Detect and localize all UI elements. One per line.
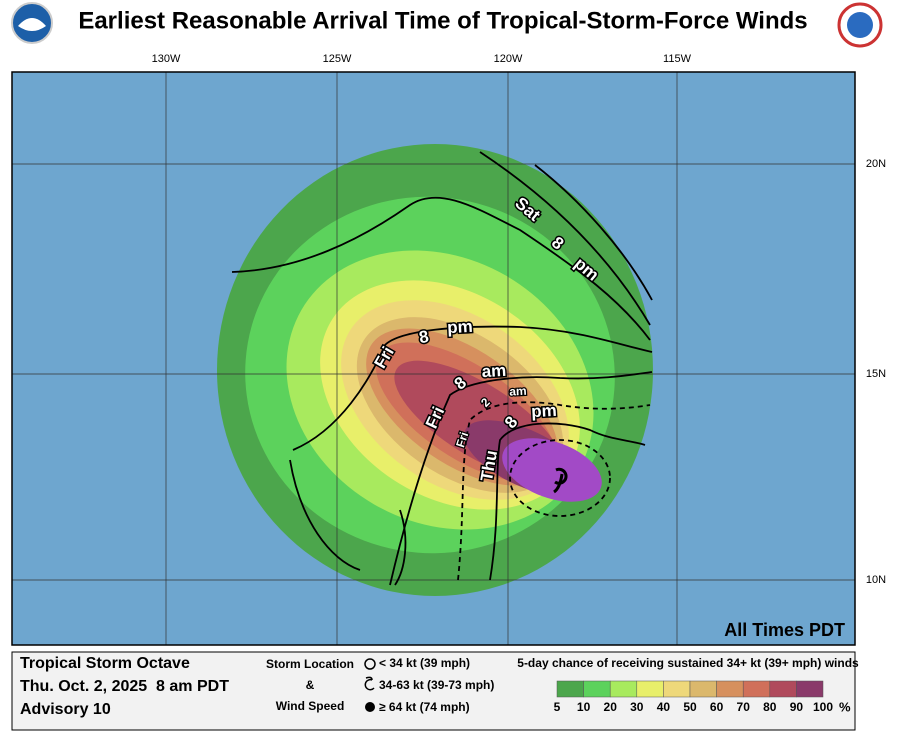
key-title: Wind Speed [276,699,345,713]
scale-swatch [689,680,717,698]
swath-layer [502,438,602,502]
contour-label: am [509,384,527,399]
nws-logo [837,2,883,48]
storm-icon [553,467,568,494]
scale-title: 5-day chance of receiving sustained 34+ … [517,656,859,670]
key-icon [365,702,375,712]
scale-label: 40 [657,700,671,714]
latitude-label: 20N [866,158,886,170]
scale-swatch [796,680,824,698]
scale-swatch [609,680,638,698]
title: Earliest Reasonable Arrival Time of Trop… [78,7,807,34]
key-item: < 34 kt (39 mph) [379,656,470,670]
contour-label: am [481,361,507,381]
scale-swatch [716,680,744,698]
map-frame [11,71,856,646]
probability-swath [217,144,653,596]
longitude-label: 115W [663,53,692,65]
scale-unit: % [839,699,851,714]
scale-swatch [663,680,691,698]
scale-label: 70 [737,700,751,714]
advisory-time: Thu. Oct. 2, 2025 8 am PDT [20,678,229,695]
contour-label: pm [531,401,557,421]
scale-label: 30 [630,700,644,714]
longitude-label: 125W [323,53,352,65]
key-icon [364,658,376,670]
scale-swatch [556,680,584,698]
key-title: & [306,678,315,692]
contour-label: Fri [453,430,471,449]
key-item: ≥ 64 kt (74 mph) [379,700,470,714]
longitude-label: 120W [494,53,523,65]
latitude-label: 10N [866,574,886,586]
scale-label: 60 [710,700,724,714]
time-note: All Times PDT [724,620,845,640]
latitude-label: 15N [866,368,886,380]
scale-swatch [583,680,611,698]
noaa-logo [11,2,53,44]
scale-swatch [636,680,664,698]
scale-swatch [769,680,797,698]
longitude-label: 130W [152,53,181,65]
contour-label: pm [447,317,473,337]
advisory-number: Advisory 10 [20,701,111,718]
scale-label: 80 [763,700,777,714]
scale-label: 90 [790,700,804,714]
graticule: 130W 125W 120W 115W 20N 15N 10N [12,53,886,645]
scale-label: 50 [683,700,697,714]
scale-label: 20 [604,700,618,714]
arrival-contours [231,151,653,586]
color-scale: 5 10 20 30 40 50 60 70 80 90 100% [554,680,851,714]
storm-name: Tropical Storm Octave [20,655,190,672]
scale-label: 100 [813,700,833,714]
scale-label: 5 [554,700,561,714]
scale-swatch [742,680,771,698]
key-title: Storm Location [266,657,354,671]
key-icon [364,676,375,691]
key-item: 34-63 kt (39-73 mph) [379,678,494,692]
scale-label: 10 [577,700,591,714]
